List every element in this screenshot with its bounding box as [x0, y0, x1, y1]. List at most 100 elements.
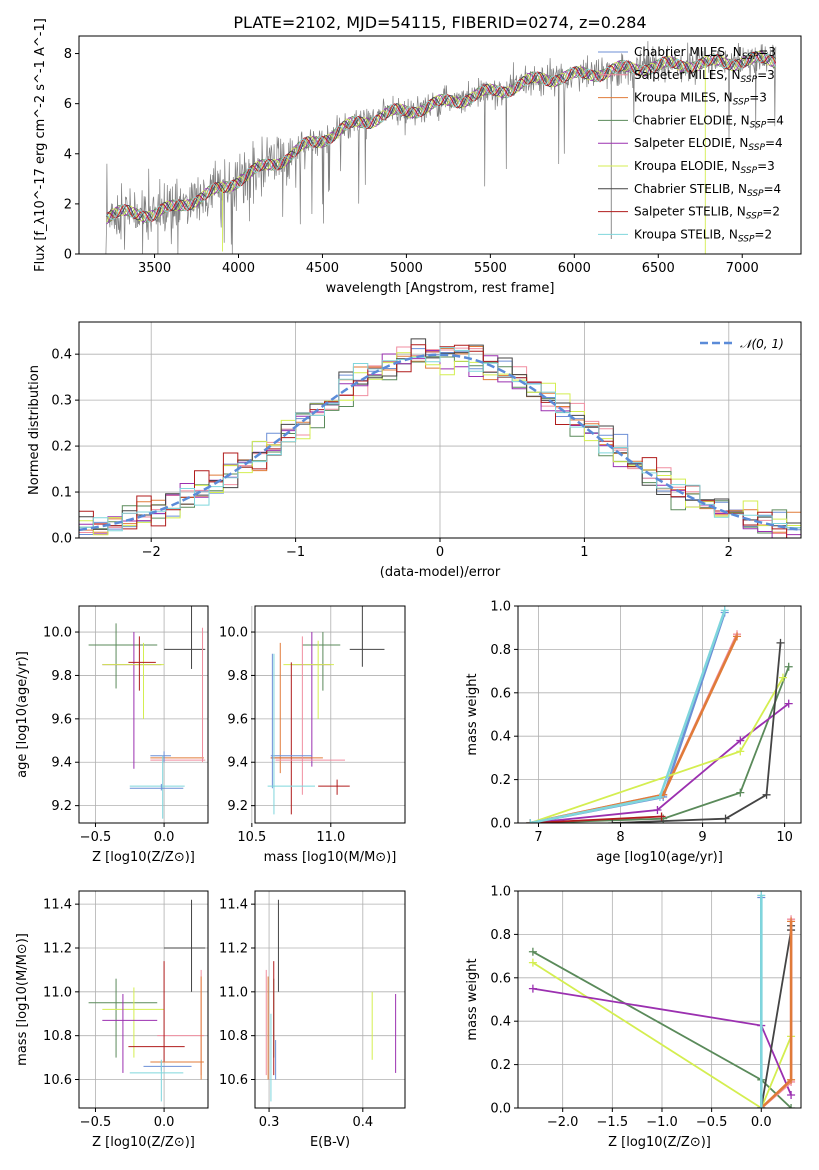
y-tick-label: 0.2 — [490, 773, 511, 788]
x-tick-label: 6000 — [558, 261, 591, 276]
point-marker — [784, 699, 793, 708]
point-marker — [787, 917, 796, 926]
age_vs_Z-plot — [88, 606, 206, 819]
cumulative_Z-plot — [528, 891, 796, 1108]
x-tick-label: 5000 — [390, 261, 423, 276]
axes-frame — [78, 890, 209, 1109]
x-tick-label: −2.0 — [547, 1115, 579, 1130]
y-tick-label: 9.8 — [227, 669, 248, 684]
x-tick-label: 10.5 — [237, 830, 266, 845]
y-tick-label: 0.4 — [490, 730, 511, 745]
x-tick-label: 3500 — [138, 261, 171, 276]
x-axis-label: Z [log10(Z/Z⊙)] — [92, 1135, 195, 1150]
x-axis-label: (data-model)/error — [380, 565, 501, 580]
legend-label: Chabrier ELODIE, NSSP=4 — [634, 113, 784, 130]
x-tick-label: 7 — [534, 830, 542, 845]
mass_vs_ebv-panel: 0.3 0.4 10.6 10.8 11.0 11.2 11.4 E(B-V) — [219, 890, 406, 1150]
point-marker — [733, 632, 742, 641]
point-marker — [787, 1090, 796, 1099]
axes-frame — [78, 605, 209, 824]
legend-label: Kroupa STELIB, NSSP=2 — [634, 227, 772, 244]
legend-label: Salpeter ELODIE, NSSP=4 — [634, 136, 783, 153]
data-spectrum — [105, 41, 777, 254]
x-tick-label: 11.0 — [316, 830, 345, 845]
point-marker — [787, 1104, 796, 1108]
spectrum-panel: 3500 4000 4500 5000 5500 6000 6500 7000 0 2 4 6 8 wav… — [33, 13, 802, 296]
point-marker — [757, 891, 766, 900]
y-tick-label: 9.8 — [51, 669, 72, 684]
residuals-plot — [79, 338, 801, 538]
mass_vs_Z-panel: −0.5 0.0 10.6 10.8 11.0 11.2 11.4 Z [log10(Z/Z⊙… — [15, 890, 209, 1150]
cumulative-line — [612, 642, 782, 823]
x-axis-label: Z [log10(Z/Z⊙)] — [92, 850, 195, 865]
y-tick-label: 10.6 — [43, 1073, 72, 1088]
point-marker — [787, 1075, 796, 1084]
cumulative_age-panel: 7 8 9 10 0.0 0.2 0.4 0.6 0.8 1.0 age [log10(age/yr… — [465, 600, 802, 865]
x-axis-label: Z [log10(Z/Z⊙)] — [608, 1135, 711, 1150]
cumulative_age-plot — [526, 606, 793, 823]
point-marker — [778, 673, 787, 682]
x-tick-label: 1 — [580, 545, 588, 560]
y-tick-label: 0.1 — [51, 486, 72, 501]
legend-label: Kroupa MILES, NSSP=3 — [634, 91, 767, 108]
cumulative-line — [530, 666, 790, 823]
x-tick-label: −2 — [142, 545, 161, 560]
x-tick-label: 0 — [436, 545, 444, 560]
y-tick-label: 0.2 — [490, 1058, 511, 1073]
y-tick-label: 10.0 — [219, 626, 248, 641]
y-tick-label: 1.0 — [490, 600, 511, 615]
x-tick-label: 7000 — [726, 261, 759, 276]
x-tick-label: 6500 — [642, 261, 675, 276]
point-marker — [653, 805, 662, 814]
y-tick-label: 10.0 — [43, 626, 72, 641]
age_vs_mass-plot — [267, 606, 385, 815]
model-spectrum — [106, 51, 776, 221]
y-tick-label: 10.8 — [43, 1029, 72, 1044]
legend-label: Chabrier MILES, NSSP=3 — [634, 45, 776, 62]
x-tick-label: 9 — [698, 830, 706, 845]
y-tick-label: 11.0 — [219, 985, 248, 1000]
model-spectrum — [106, 51, 776, 225]
x-tick-label: −0.5 — [696, 1115, 728, 1130]
x-tick-label: 0.3 — [259, 1115, 280, 1130]
x-tick-label: −1 — [286, 545, 305, 560]
y-tick-label: 0.0 — [490, 1102, 511, 1117]
point-marker — [721, 814, 730, 823]
model-spectrum — [106, 52, 776, 223]
point-marker — [762, 790, 771, 799]
x-tick-label: −0.5 — [80, 830, 112, 845]
point-marker — [757, 1104, 766, 1108]
y-tick-label: 10.6 — [219, 1073, 248, 1088]
y-tick-label: 0.2 — [51, 440, 72, 455]
x-axis-label: mass [log10(M/M⊙)] — [264, 850, 397, 865]
y-tick-label: 9.2 — [51, 799, 72, 814]
x-tick-label: 0.4 — [352, 1115, 373, 1130]
y-axis-label: age [log10(age/yr)] — [15, 651, 30, 778]
y-axis-label: Flux [f_λ10^-17 erg cm^-2 s^-1 A^-1] — [33, 18, 48, 272]
x-tick-label: 2 — [725, 545, 733, 560]
x-tick-label: 4000 — [222, 261, 255, 276]
cumulative-line — [530, 815, 662, 823]
cumulative-line — [530, 609, 726, 823]
x-tick-label: 10 — [776, 830, 793, 845]
y-tick-label: 0.6 — [490, 686, 511, 701]
legend-label: 𝒩(0, 1) — [740, 337, 784, 351]
legend-label: Kroupa ELODIE, NSSP=3 — [634, 159, 775, 176]
y-tick-label: 11.4 — [43, 898, 72, 913]
y-axis-label: mass [log10(M/M⊙)] — [15, 933, 30, 1066]
cumulative-line — [760, 925, 792, 1108]
legend-label: Salpeter STELIB, NSSP=2 — [634, 205, 780, 222]
y-tick-label: 9.4 — [51, 756, 72, 771]
point-marker — [736, 736, 745, 745]
y-tick-label: 11.2 — [219, 941, 248, 956]
y-tick-label: 0.3 — [51, 394, 72, 409]
x-tick-label: 5500 — [474, 261, 507, 276]
y-tick-label: 8 — [64, 47, 72, 62]
y-axis-label: mass weight — [465, 958, 480, 1040]
point-marker — [784, 662, 793, 671]
axes-frame — [78, 35, 802, 255]
x-tick-label: −1.5 — [597, 1115, 629, 1130]
model-spectrum — [106, 51, 776, 223]
point-marker — [655, 792, 664, 801]
